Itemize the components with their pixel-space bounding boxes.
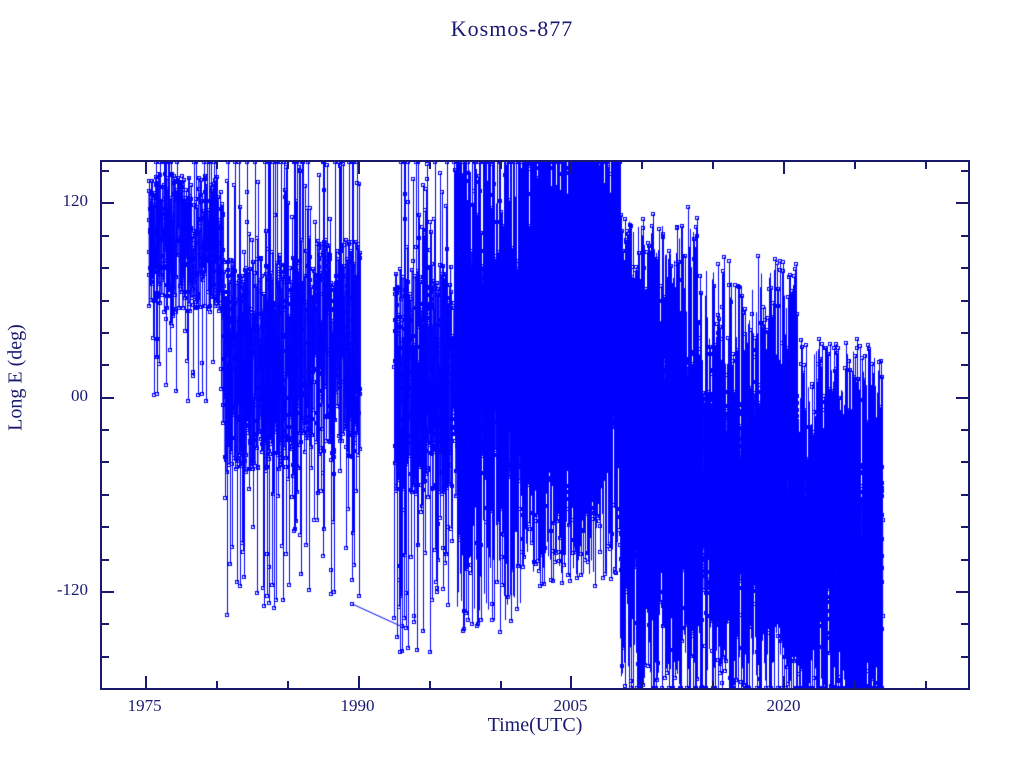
x-tick-label: 1990 <box>340 696 375 715</box>
x-tick-label: 2020 <box>766 696 801 715</box>
y-major-tick <box>956 396 968 399</box>
x-major-tick <box>570 162 573 174</box>
x-major-tick <box>357 676 360 688</box>
x-minor-tick <box>712 681 715 688</box>
x-minor-tick <box>641 681 644 688</box>
y-tick-label: 120 <box>62 191 89 211</box>
y-minor-tick <box>961 267 968 270</box>
y-major-tick <box>956 590 968 593</box>
x-major-tick <box>357 162 360 174</box>
x-minor-tick <box>925 162 928 169</box>
x-minor-tick <box>499 681 502 688</box>
y-minor-tick <box>102 623 109 626</box>
x-minor-tick <box>428 162 431 169</box>
y-minor-tick <box>961 493 968 496</box>
x-minor-tick <box>854 162 857 169</box>
x-minor-tick <box>215 681 218 688</box>
y-minor-tick <box>102 170 109 173</box>
y-major-tick <box>102 590 114 593</box>
x-tick-label: 2005 <box>553 696 588 715</box>
y-minor-tick <box>102 331 109 334</box>
y-minor-tick <box>102 493 109 496</box>
page-title: Kosmos-877 <box>450 16 574 41</box>
x-major-tick <box>783 676 786 688</box>
y-minor-tick <box>102 299 109 302</box>
data-series-canvas <box>102 162 968 688</box>
x-minor-tick <box>499 162 502 169</box>
x-minor-tick <box>641 162 644 169</box>
y-minor-tick <box>961 234 968 237</box>
x-major-tick <box>144 162 147 174</box>
y-minor-tick <box>961 364 968 367</box>
y-major-tick <box>102 202 114 205</box>
y-minor-tick <box>961 526 968 529</box>
y-tick-label: -120 <box>56 579 88 599</box>
y-major-tick <box>102 396 114 399</box>
y-minor-tick <box>102 234 109 237</box>
plot-area <box>100 160 970 690</box>
y-minor-tick <box>102 558 109 561</box>
y-minor-tick <box>961 688 968 690</box>
y-minor-tick <box>961 655 968 658</box>
x-minor-tick <box>286 162 289 169</box>
y-minor-tick <box>102 364 109 367</box>
y-minor-tick <box>102 688 109 690</box>
y-minor-tick <box>961 299 968 302</box>
x-axis-label: Time(UTC) <box>487 714 583 736</box>
x-major-tick <box>144 676 147 688</box>
y-minor-tick <box>102 429 109 432</box>
y-minor-tick <box>102 461 109 464</box>
y-minor-tick <box>961 429 968 432</box>
x-minor-tick <box>712 162 715 169</box>
y-minor-tick <box>961 331 968 334</box>
x-major-tick <box>570 676 573 688</box>
y-minor-tick <box>102 267 109 270</box>
y-tick-label: 00 <box>71 385 88 405</box>
y-axis-label: Long E (deg) <box>4 324 27 431</box>
x-major-tick <box>783 162 786 174</box>
y-minor-tick <box>102 526 109 529</box>
y-major-tick <box>956 202 968 205</box>
x-minor-tick <box>428 681 431 688</box>
y-minor-tick <box>961 623 968 626</box>
y-minor-tick <box>961 461 968 464</box>
y-minor-tick <box>961 558 968 561</box>
y-minor-tick <box>961 170 968 173</box>
x-minor-tick <box>854 681 857 688</box>
y-minor-tick <box>102 655 109 658</box>
x-minor-tick <box>286 681 289 688</box>
x-minor-tick <box>215 162 218 169</box>
x-tick-label: 1975 <box>127 696 162 715</box>
x-minor-tick <box>925 681 928 688</box>
